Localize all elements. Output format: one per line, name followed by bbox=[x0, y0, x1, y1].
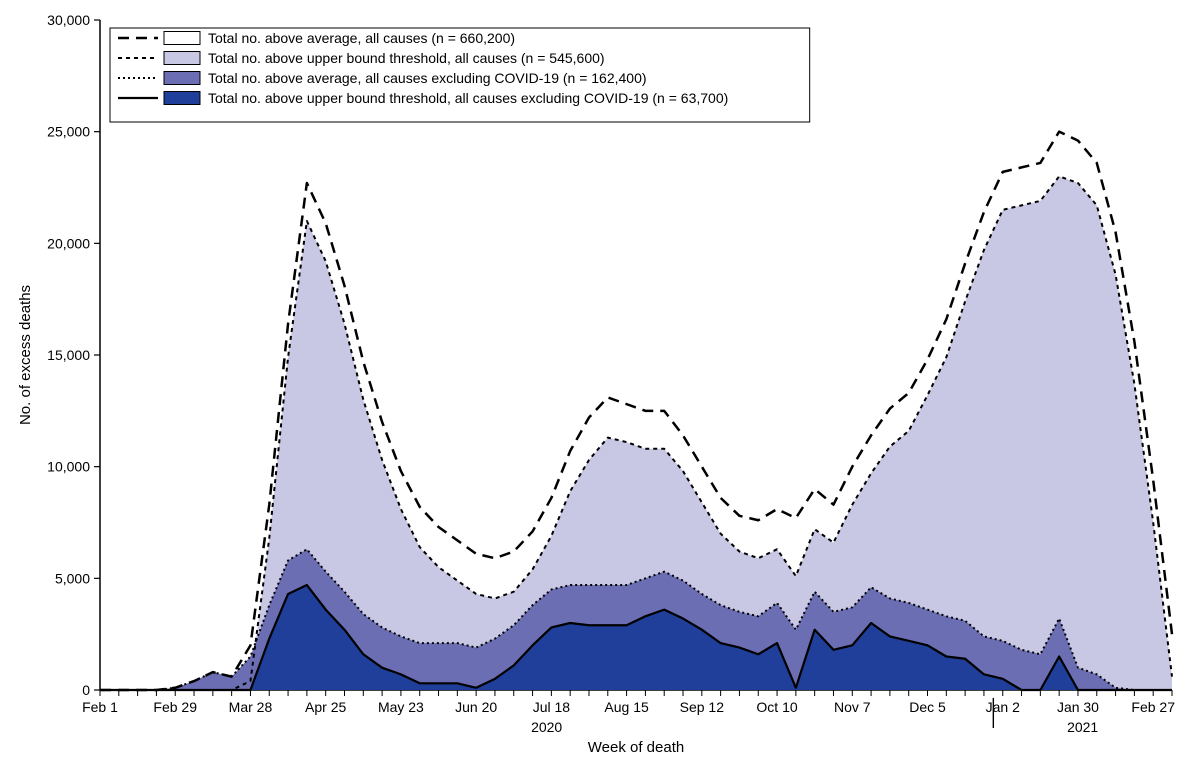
svg-text:May 23: May 23 bbox=[378, 699, 424, 715]
legend-label-s4: Total no. above average, all causes (n =… bbox=[208, 30, 515, 46]
svg-text:20,000: 20,000 bbox=[47, 235, 90, 251]
svg-text:Feb 1: Feb 1 bbox=[82, 699, 118, 715]
legend-label-s2: Total no. above average, all causes excl… bbox=[208, 70, 647, 86]
svg-text:0: 0 bbox=[82, 682, 90, 698]
svg-text:2021: 2021 bbox=[1067, 719, 1098, 735]
svg-text:Jan 2: Jan 2 bbox=[986, 699, 1020, 715]
svg-text:Week of death: Week of death bbox=[588, 739, 684, 756]
svg-text:5,000: 5,000 bbox=[55, 570, 90, 586]
svg-text:15,000: 15,000 bbox=[47, 347, 90, 363]
svg-text:Nov 7: Nov 7 bbox=[834, 699, 871, 715]
svg-text:Jul 18: Jul 18 bbox=[533, 699, 571, 715]
svg-text:Jun 20: Jun 20 bbox=[455, 699, 497, 715]
svg-text:30,000: 30,000 bbox=[47, 12, 90, 28]
svg-text:Sep 12: Sep 12 bbox=[680, 699, 725, 715]
svg-text:Mar 28: Mar 28 bbox=[229, 699, 273, 715]
svg-text:25,000: 25,000 bbox=[47, 124, 90, 140]
svg-text:Dec 5: Dec 5 bbox=[909, 699, 946, 715]
svg-text:2020: 2020 bbox=[531, 719, 562, 735]
svg-text:No. of excess deaths: No. of excess deaths bbox=[17, 285, 34, 425]
legend-label-s1: Total no. above upper bound threshold, a… bbox=[208, 90, 728, 106]
svg-text:Feb 27: Feb 27 bbox=[1131, 699, 1175, 715]
svg-text:Oct 10: Oct 10 bbox=[756, 699, 797, 715]
svg-text:Aug 15: Aug 15 bbox=[604, 699, 649, 715]
svg-text:10,000: 10,000 bbox=[47, 459, 90, 475]
svg-text:Jan 30: Jan 30 bbox=[1057, 699, 1099, 715]
legend-label-s3: Total no. above upper bound threshold, a… bbox=[208, 50, 605, 66]
svg-text:Apr 25: Apr 25 bbox=[305, 699, 346, 715]
excess-deaths-chart: 0 5,000 10,000 15,000 20,000 25,000 30,000 No. … bbox=[0, 0, 1200, 768]
svg-text:Feb 29: Feb 29 bbox=[153, 699, 197, 715]
